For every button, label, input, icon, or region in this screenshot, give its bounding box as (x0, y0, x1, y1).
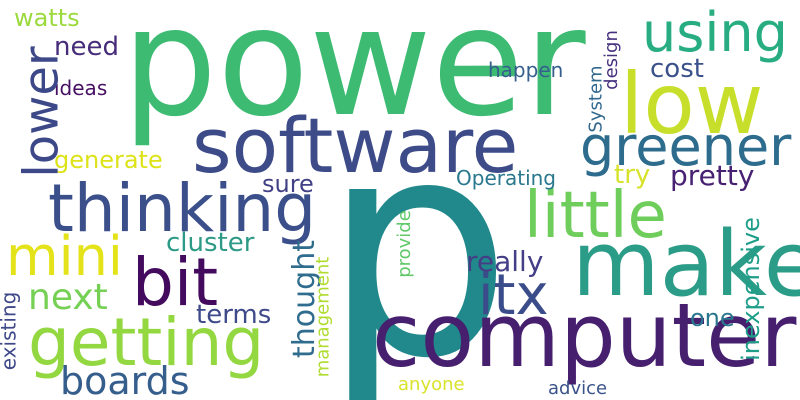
word-generate: generate (54, 146, 163, 174)
word-mini: mini (6, 225, 123, 288)
word-lower: lower (13, 46, 70, 178)
word-design: design (600, 30, 622, 90)
word-happen: happen (488, 58, 564, 82)
word-thinking: thinking (48, 170, 317, 247)
word-advice: advice (548, 378, 608, 399)
word-really: really (466, 245, 544, 278)
word-itx: itx (478, 263, 549, 328)
word-one: one (690, 304, 735, 332)
word-boards: boards (60, 359, 190, 400)
word-make: make (572, 212, 800, 317)
word-using: using (642, 1, 788, 64)
word-try: try (614, 160, 651, 190)
word-terms: terms (196, 300, 272, 330)
word-inexpensive: inexpensive (736, 217, 765, 361)
word-cluster: cluster (166, 228, 255, 258)
word-low: low (620, 55, 764, 153)
word-cost: cost (650, 54, 704, 84)
word-management: management (312, 256, 334, 378)
word-ideas: ideas (54, 76, 108, 100)
word-need: need (54, 32, 119, 62)
word-anyone: anyone (398, 374, 465, 395)
word-power: power (122, 0, 586, 150)
word-pretty: pretty (670, 159, 755, 192)
word-sure: sure (262, 170, 314, 198)
word-bit: bit (132, 244, 219, 321)
word-watts: watts (14, 4, 80, 32)
word-existing: existing (0, 291, 21, 371)
word-operating: Operating (456, 166, 556, 190)
word-provide: provide (393, 210, 415, 278)
word-p: p (322, 75, 513, 400)
word-greener: greener (580, 115, 792, 178)
word-little: little (524, 179, 667, 253)
word-getting: getting (28, 304, 265, 381)
word-computer: computer (372, 284, 797, 387)
word-next: next (28, 277, 108, 318)
word-software: software (192, 101, 519, 190)
